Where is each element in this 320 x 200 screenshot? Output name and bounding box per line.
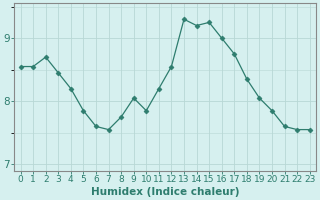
X-axis label: Humidex (Indice chaleur): Humidex (Indice chaleur): [91, 187, 239, 197]
